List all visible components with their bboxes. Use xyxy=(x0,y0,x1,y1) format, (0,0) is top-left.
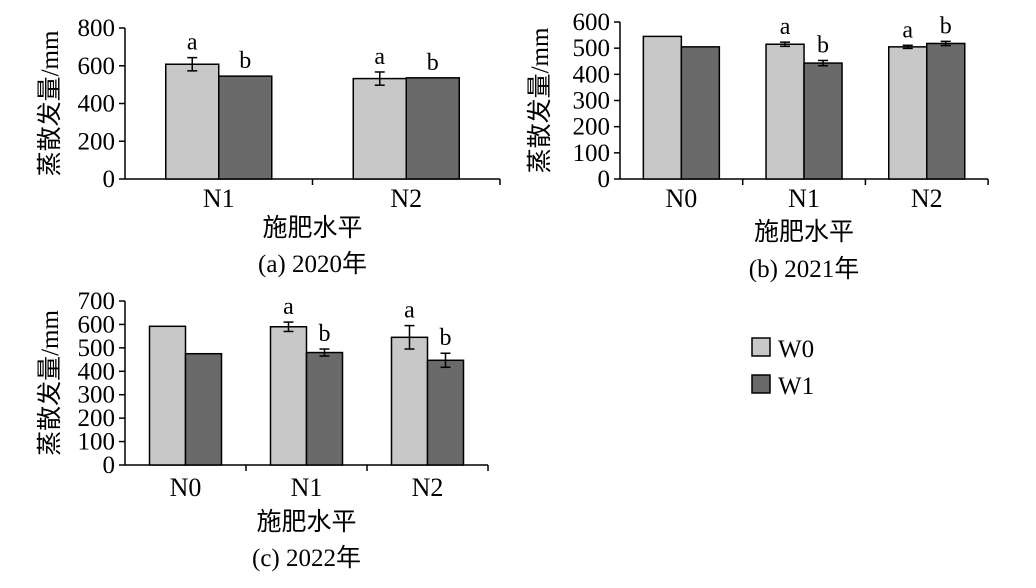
bar-w1-n2 xyxy=(926,42,966,180)
significance-letter: a xyxy=(780,14,791,40)
bar-w1-n1 xyxy=(305,351,344,466)
y-tick-label: 600 xyxy=(78,53,116,80)
y-tick-label: 400 xyxy=(573,61,611,88)
significance-letter: b xyxy=(239,48,251,74)
y-tick-label: 200 xyxy=(78,128,116,155)
legend: W0 W1 xyxy=(751,336,814,400)
x-axis-title: 施肥水平 xyxy=(262,214,362,242)
bar-w1-n1 xyxy=(803,62,843,180)
y-tick-label: 400 xyxy=(78,91,116,118)
panel-c-2022: 0100200300400500600700N0abN1abN2施肥水平蒸散发量… xyxy=(36,288,489,572)
x-axis-title: 施肥水平 xyxy=(754,218,854,246)
y-tick-label: 0 xyxy=(103,166,116,193)
significance-letter: a xyxy=(374,44,385,70)
y-axis-title: 蒸散发量/mm xyxy=(36,310,64,456)
category-label: N2 xyxy=(412,473,444,502)
legend-swatch-w0 xyxy=(751,337,771,357)
panel-caption: (c) 2022年 xyxy=(252,544,361,572)
y-tick-label: 0 xyxy=(103,452,116,479)
y-tick-label: 100 xyxy=(78,429,116,456)
significance-letter: a xyxy=(187,30,198,56)
panel-caption: (b) 2021年 xyxy=(749,255,859,283)
significance-letter: b xyxy=(319,321,331,347)
y-axis-title: 蒸散发量/mm xyxy=(526,27,554,173)
y-tick-label: 500 xyxy=(573,35,611,62)
bar-w1-n2 xyxy=(405,77,460,180)
panel-caption: (a) 2020年 xyxy=(258,250,367,278)
y-tick-label: 600 xyxy=(78,311,116,338)
bar-w0-n2 xyxy=(390,336,429,466)
bar-w0-n1 xyxy=(765,43,805,180)
category-label: N0 xyxy=(170,473,202,502)
bar-w0-n1 xyxy=(165,63,220,180)
y-tick-label: 600 xyxy=(573,9,611,36)
significance-letter: b xyxy=(440,325,452,351)
y-tick-label: 0 xyxy=(598,166,611,193)
category-label: N0 xyxy=(665,184,697,213)
legend-label-w0: W0 xyxy=(778,336,814,363)
y-tick-label: 300 xyxy=(78,382,116,409)
significance-letter: a xyxy=(283,294,294,320)
significance-letter: a xyxy=(404,298,415,324)
y-tick-label: 700 xyxy=(78,288,116,315)
category-label: N1 xyxy=(291,473,323,502)
bar-w0-n0 xyxy=(642,35,683,180)
y-tick-label: 500 xyxy=(78,335,116,362)
bar-w1-n0 xyxy=(184,352,223,466)
x-axis-title: 施肥水平 xyxy=(256,508,356,536)
significance-letter: a xyxy=(902,17,913,43)
y-tick-label: 200 xyxy=(78,405,116,432)
category-label: N2 xyxy=(390,184,422,213)
legend-label-w1: W1 xyxy=(778,373,814,400)
bar-w0-n2 xyxy=(352,77,407,180)
bar-w0-n2 xyxy=(888,46,928,180)
y-tick-label: 400 xyxy=(78,358,116,385)
significance-letter: b xyxy=(940,13,952,39)
bar-w0-n1 xyxy=(269,326,308,466)
significance-letter: b xyxy=(427,50,439,76)
category-label: N2 xyxy=(911,184,943,213)
bar-w1-n1 xyxy=(218,75,273,180)
y-tick-label: 200 xyxy=(573,114,611,141)
y-tick-label: 300 xyxy=(573,88,611,115)
y-tick-label: 100 xyxy=(573,140,611,167)
bar-w1-n2 xyxy=(426,359,465,466)
bar-w0-n0 xyxy=(148,325,187,466)
legend-swatch-w1 xyxy=(751,374,771,394)
y-tick-label: 800 xyxy=(78,15,116,42)
y-axis-title: 蒸散发量/mm xyxy=(36,30,64,176)
significance-letter: b xyxy=(817,32,829,58)
bar-w1-n0 xyxy=(680,46,721,180)
panel-a-2020: 0 200 400 600 800 a b N1 a b N2 施肥水平 蒸散发量/mm (a) 2020… xyxy=(36,15,501,278)
category-label: N1 xyxy=(788,184,820,213)
category-label: N1 xyxy=(203,184,235,213)
